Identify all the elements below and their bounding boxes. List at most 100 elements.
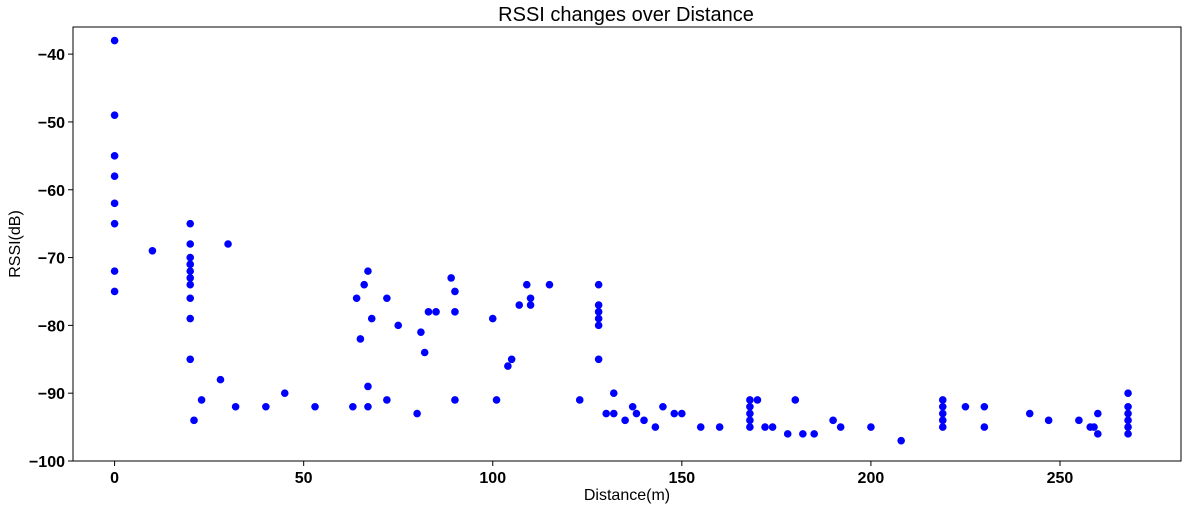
data-point (413, 409, 421, 418)
data-point (602, 409, 611, 418)
data-point (640, 416, 648, 425)
data-point (522, 280, 531, 289)
data-point (961, 402, 970, 411)
data-point (447, 274, 455, 282)
data-point (938, 396, 947, 404)
data-point (799, 430, 807, 438)
data-point (262, 402, 270, 411)
data-point (594, 321, 603, 330)
data-point (836, 423, 845, 431)
data-point (1124, 416, 1132, 425)
data-point (515, 301, 524, 309)
data-point (980, 402, 989, 411)
data-point (526, 294, 535, 303)
y-tick-label: −90 (38, 386, 65, 403)
data-point (594, 301, 603, 309)
x-tick-label: 150 (668, 470, 695, 487)
data-point (594, 308, 603, 316)
data-point (938, 402, 947, 411)
data-point (186, 355, 195, 364)
data-point (110, 152, 119, 160)
data-point (352, 294, 361, 303)
data-point (761, 423, 769, 431)
x-tick-label: 50 (295, 470, 313, 487)
data-point (746, 409, 754, 418)
data-point (1090, 423, 1098, 431)
data-point (394, 321, 403, 330)
data-point (110, 111, 119, 119)
data-point (186, 253, 195, 262)
data-point (186, 280, 195, 289)
data-point (867, 423, 875, 431)
data-point (670, 409, 679, 418)
data-point (1124, 423, 1132, 431)
data-point (1124, 402, 1132, 411)
y-tick-label: −60 (38, 183, 65, 200)
data-point (504, 362, 512, 370)
data-point (746, 402, 754, 411)
data-point (110, 36, 119, 45)
data-point (451, 287, 459, 296)
data-point (360, 280, 368, 289)
data-point (492, 396, 501, 404)
data-point (791, 396, 800, 404)
data-point (216, 375, 225, 384)
data-point (659, 402, 667, 411)
data-point (753, 396, 762, 404)
x-axis-label: Distance(m) (584, 487, 670, 504)
x-tick-label: 0 (110, 470, 119, 487)
data-point (364, 382, 372, 391)
data-point (110, 172, 119, 180)
x-tick-label: 100 (479, 470, 506, 487)
data-point (829, 416, 837, 425)
data-point (1044, 416, 1053, 425)
x-tick-label: 200 (858, 470, 885, 487)
y-axis-label: RSSI(dB) (7, 210, 24, 278)
data-point (526, 301, 535, 309)
data-point (1094, 430, 1102, 438)
data-point (768, 423, 777, 431)
data-point (190, 416, 198, 425)
data-point (678, 409, 686, 418)
data-point (594, 314, 603, 323)
y-axis: −100 −90 −80 −70 −60 −50 −40 (29, 47, 73, 471)
data-point (280, 389, 289, 397)
data-point (545, 280, 554, 289)
data-point (1025, 409, 1034, 418)
data-point (651, 423, 660, 431)
data-point (417, 328, 425, 336)
data-point (621, 416, 629, 425)
data-point (628, 402, 637, 411)
data-point (980, 423, 989, 431)
data-point (488, 314, 497, 323)
y-tick-label: −100 (29, 454, 65, 471)
data-point (938, 409, 947, 418)
data-point (632, 409, 641, 418)
data-point (186, 267, 195, 275)
data-point (507, 355, 516, 364)
data-point (383, 294, 391, 303)
data-point (311, 402, 319, 411)
data-point (110, 199, 119, 208)
y-tick-label: −80 (38, 318, 65, 335)
data-point (1124, 430, 1132, 438)
data-point (186, 240, 195, 248)
data-point (356, 335, 365, 343)
data-point (186, 260, 195, 269)
data-point (383, 396, 391, 404)
data-point (364, 402, 372, 411)
data-point (715, 423, 724, 431)
data-point (1094, 409, 1102, 418)
data-point (594, 355, 603, 364)
data-point (110, 267, 119, 275)
data-point (609, 409, 618, 418)
chart-title: RSSI changes over Distance (498, 4, 754, 26)
plot-area-frame (72, 26, 1182, 462)
data-point (186, 219, 195, 228)
data-point (575, 396, 584, 404)
y-tick-label: −50 (38, 115, 65, 132)
y-tick-label: −40 (38, 47, 65, 64)
data-point (451, 396, 459, 404)
data-point (420, 348, 429, 357)
data-point (424, 308, 433, 316)
